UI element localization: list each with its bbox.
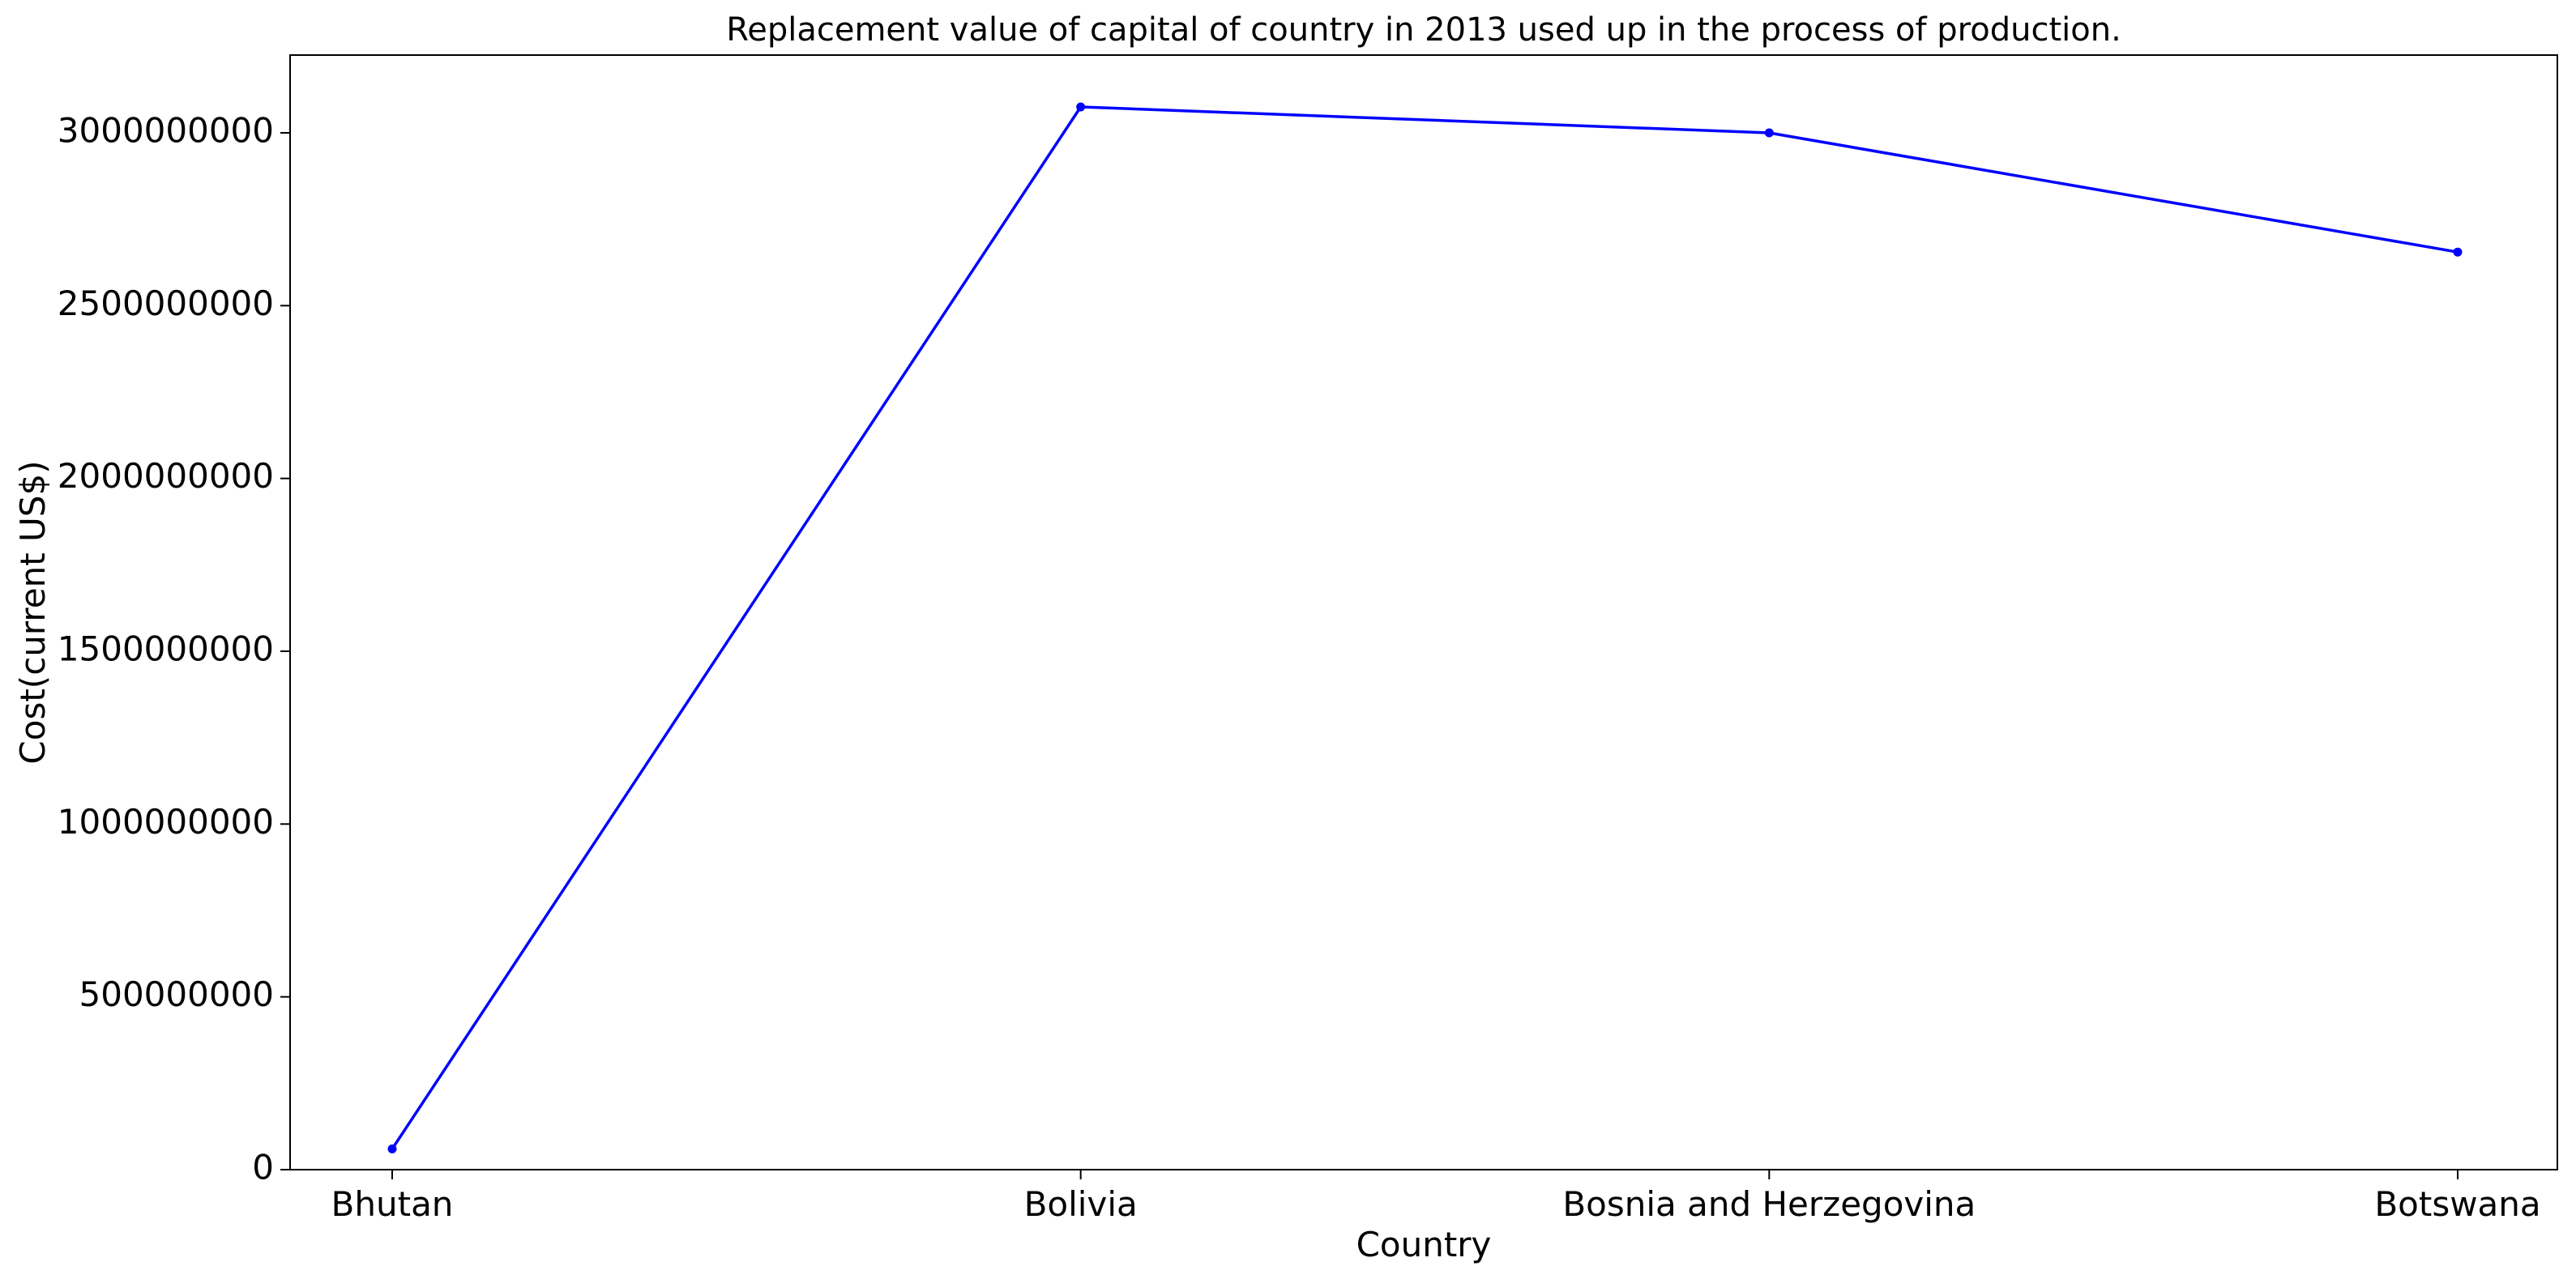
- y-tick-label: 2500000000: [58, 284, 274, 323]
- x-axis-label: Country: [1356, 1225, 1492, 1264]
- x-tick-label: Bhutan: [331, 1184, 454, 1224]
- x-axis-ticks: Bhutan Bolivia Bosnia and Herzegovina Botsw…: [331, 1170, 2541, 1224]
- x-tick-label: Bolivia: [1024, 1184, 1138, 1224]
- data-point: [387, 1144, 397, 1153]
- data-point: [2453, 247, 2463, 257]
- y-axis-label: Cost(current US$): [13, 460, 53, 764]
- y-tick-label: 2000000000: [58, 456, 274, 496]
- series-line: [391, 105, 2459, 1151]
- x-tick-label: Botswana: [2374, 1184, 2540, 1224]
- data-point: [1076, 102, 1086, 112]
- chart-title: Replacement value of capital of country …: [726, 11, 2121, 49]
- plot-area-frame: [289, 54, 2558, 1170]
- series-layer: [387, 102, 2463, 1153]
- y-axis-ticks: 0 500000000 1000000000 1500000000 2000000000…: [58, 111, 290, 1187]
- y-tick-label: 1500000000: [58, 629, 274, 669]
- y-tick-label: 0: [252, 1148, 274, 1187]
- data-point: [1764, 128, 1774, 138]
- y-tick-label: 1000000000: [58, 802, 274, 842]
- x-tick-label: Bosnia and Herzegovina: [1562, 1184, 1976, 1224]
- y-tick-label: 500000000: [79, 974, 275, 1014]
- y-tick-label: 3000000000: [58, 111, 274, 151]
